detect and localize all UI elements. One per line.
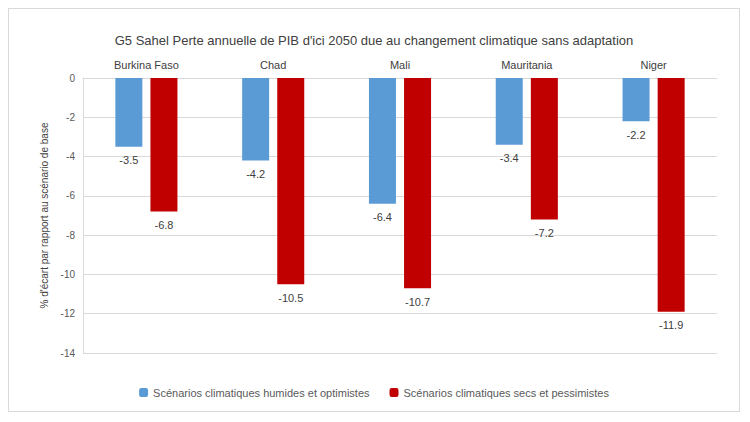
svg-text:0: 0 [69,73,75,84]
svg-text:Niger: Niger [640,59,667,71]
svg-text:-3.5: -3.5 [119,154,138,166]
svg-text:-4.2: -4.2 [246,168,265,180]
svg-text:-10.5: -10.5 [278,292,303,304]
svg-text:-2: -2 [66,112,75,123]
svg-text:-11.9: -11.9 [659,319,683,331]
svg-text:% d'écart par rapport au scéna: % d'écart par rapport au scénario de bas… [39,122,50,308]
svg-text:-6.8: -6.8 [154,219,173,231]
svg-text:-8: -8 [66,230,75,241]
svg-text:-7.2: -7.2 [535,227,554,239]
svg-text:-12: -12 [61,308,76,319]
svg-text:-6: -6 [66,190,75,201]
svg-text:Mali: Mali [390,59,410,71]
svg-text:Chad: Chad [260,59,286,71]
svg-text:Burkina Faso: Burkina Faso [114,59,179,71]
svg-text:Scénarios climatiques secs et: Scénarios climatiques secs et pessimiste… [404,387,610,399]
svg-text:-4: -4 [66,151,75,162]
svg-text:Mauritania: Mauritania [501,59,553,71]
svg-text:-2.2: -2.2 [627,129,646,141]
svg-text:-6.4: -6.4 [373,211,392,223]
svg-text:-10: -10 [61,269,76,280]
svg-text:-3.4: -3.4 [500,152,519,164]
svg-text:-14: -14 [61,348,76,359]
svg-text:Scénarios climatiques humides: Scénarios climatiques humides et optimis… [153,387,370,399]
svg-text:-10.7: -10.7 [405,296,430,308]
svg-text:G5 Sahel Perte annuelle de PIB: G5 Sahel Perte annuelle de PIB d'ici 205… [115,33,634,48]
